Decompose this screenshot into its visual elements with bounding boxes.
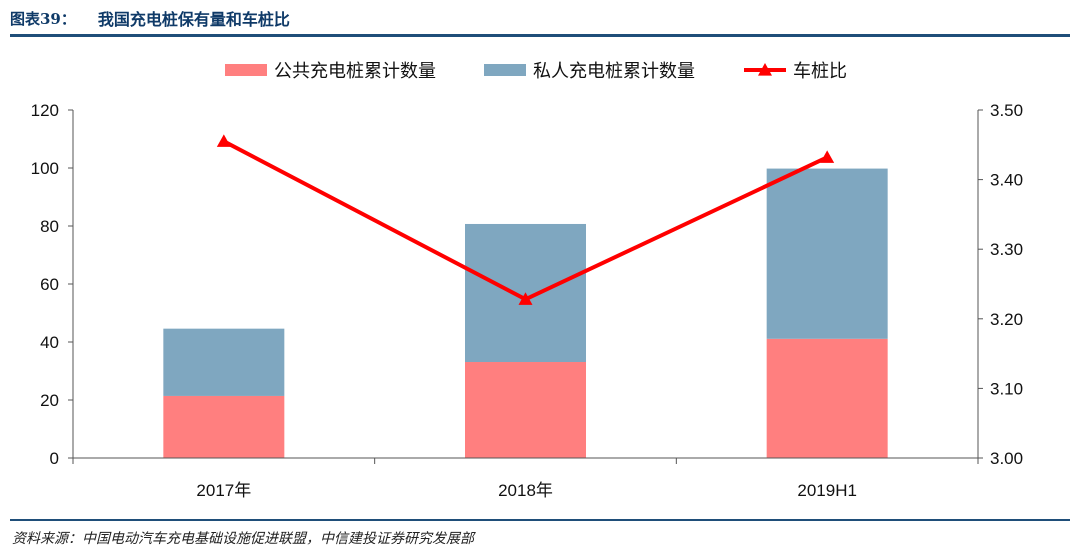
y-left-tick-label: 0 xyxy=(50,449,59,468)
y-right-tick-label: 3.30 xyxy=(990,240,1023,259)
header-divider xyxy=(10,34,1070,37)
bar-public xyxy=(766,338,888,458)
x-tick-label: 2019H1 xyxy=(797,481,857,500)
y-right-tick-label: 3.20 xyxy=(990,310,1023,329)
ratio-line xyxy=(216,134,835,305)
figure-title: 我国充电桩保有量和车桩比 xyxy=(97,10,290,29)
legend-label: 公共充电桩累计数量 xyxy=(274,61,436,81)
bar-private xyxy=(766,168,888,339)
bar-private xyxy=(163,328,285,396)
ratio-marker xyxy=(820,150,835,163)
legend-label: 车桩比 xyxy=(793,61,847,81)
bar-public xyxy=(465,362,586,458)
figure-header: 图表39： 我国充电桩保有量和车桩比 xyxy=(10,6,290,30)
y-right-tick-label: 3.40 xyxy=(990,171,1023,190)
y-left-tick-label: 100 xyxy=(31,159,59,178)
legend-label: 私人充电桩累计数量 xyxy=(533,61,695,81)
ratio-marker xyxy=(518,292,533,305)
x-tick-label: 2018年 xyxy=(498,481,553,500)
ratio-marker xyxy=(216,134,231,147)
y-right-tick-label: 3.10 xyxy=(990,379,1023,398)
legend: 公共充电桩累计数量 私人充电桩累计数量 车桩比 xyxy=(225,61,847,81)
bar-public xyxy=(163,395,285,458)
legend-ratio-marker xyxy=(758,63,772,76)
y-left-tick-label: 60 xyxy=(40,275,59,294)
legend-swatch-private xyxy=(484,64,526,76)
figure-number: 图表39： xyxy=(10,9,76,28)
y-right-tick-label: 3.00 xyxy=(990,449,1023,468)
x-tick-label: 2017年 xyxy=(196,481,251,500)
bars xyxy=(163,168,888,458)
footer-divider xyxy=(10,519,1070,521)
y-left-tick-label: 20 xyxy=(40,391,59,410)
y-left-tick-label: 40 xyxy=(40,333,59,352)
y-left-tick-label: 120 xyxy=(31,101,59,120)
legend-swatch-public xyxy=(225,64,267,76)
y-left-tick-label: 80 xyxy=(40,217,59,236)
y-right-tick-label: 3.50 xyxy=(990,101,1023,120)
axes: 0 20 40 60 80 100 120 3.00 3.10 3.20 3.30 3.40 3.50 2… xyxy=(31,101,1023,500)
source-note: 资料来源：中国电动汽车充电基础设施促进联盟，中信建投证券研究发展部 xyxy=(12,531,474,547)
